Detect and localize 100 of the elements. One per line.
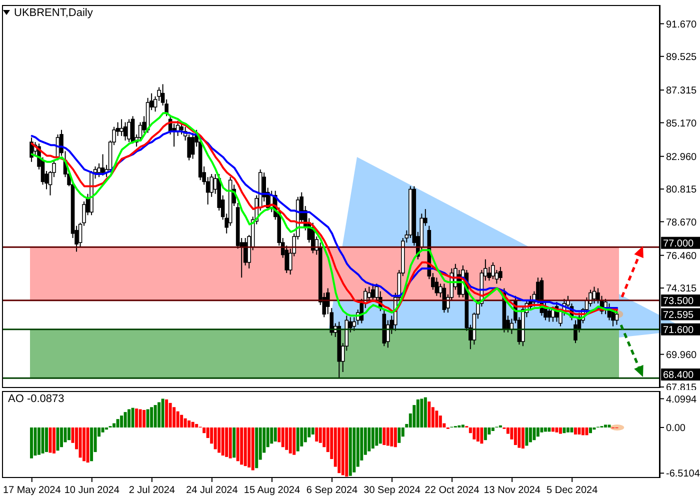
bar (581, 427, 584, 436)
bar (574, 427, 577, 434)
bar (116, 419, 120, 428)
candlestick (100, 154, 105, 176)
bar (78, 427, 82, 458)
bar (285, 427, 288, 450)
y-tick-label: 0.00 (666, 423, 686, 434)
ref-line-label: 73.500 (663, 296, 694, 308)
bar (218, 427, 221, 453)
bar (536, 427, 540, 437)
x-tick-label: 10 Jun 2024 (64, 485, 120, 496)
bar (348, 427, 352, 476)
bar (161, 398, 164, 428)
candlestick (370, 283, 375, 301)
bar (251, 427, 254, 470)
candlestick (97, 162, 101, 178)
bar (304, 427, 307, 442)
bar (480, 427, 484, 444)
x-tick-label: 17 May 2024 (2, 485, 62, 496)
bar (382, 427, 386, 446)
candlestick (120, 118, 124, 136)
bar (525, 427, 528, 446)
bar (484, 427, 487, 440)
bar (274, 427, 277, 442)
bar (532, 427, 536, 440)
y-tick-label: 78.670 (666, 217, 698, 228)
bar (420, 398, 424, 428)
y-tick-label: 4.0994 (666, 394, 698, 406)
bar (428, 402, 431, 428)
bar (82, 427, 86, 462)
bar (341, 427, 344, 476)
bar (90, 427, 94, 462)
bar (378, 427, 382, 444)
bar (191, 422, 194, 428)
bar (491, 427, 494, 431)
bar (551, 427, 554, 432)
bar (45, 427, 48, 452)
bar (345, 427, 348, 477)
bar (578, 427, 581, 434)
bar (68, 427, 71, 440)
candlestick (123, 122, 128, 142)
y-tick-label: 80.815 (666, 184, 698, 196)
bar (315, 427, 318, 442)
bar (588, 427, 592, 434)
candlestick (127, 118, 131, 143)
bar (150, 407, 154, 428)
bar (165, 399, 168, 428)
bar (540, 427, 544, 432)
bar (461, 424, 464, 428)
bar (281, 427, 284, 448)
bar (60, 427, 64, 448)
bar (38, 427, 41, 455)
bar (168, 402, 172, 428)
bar (225, 427, 228, 457)
bar (120, 416, 124, 428)
bar (236, 427, 240, 462)
bar (270, 427, 274, 444)
bar (608, 424, 611, 428)
bar (221, 427, 224, 456)
bar (138, 409, 142, 428)
candlestick (367, 286, 372, 302)
bar (86, 427, 90, 463)
bar (562, 427, 566, 434)
y-tick-label: -6.5104 (666, 468, 700, 480)
bar (518, 427, 521, 448)
bar (521, 427, 524, 449)
bar (255, 427, 258, 468)
bar (292, 427, 296, 455)
candlestick (592, 286, 596, 304)
bar (240, 427, 244, 465)
bar (30, 427, 33, 458)
y-tick-label: 91.670 (666, 19, 698, 30)
bar (52, 427, 56, 454)
candlestick (190, 132, 195, 160)
bar (566, 427, 570, 432)
bar (188, 420, 191, 428)
ref-line-label: 71.600 (663, 324, 694, 336)
y-tick-label: 89.525 (666, 52, 698, 63)
bar (338, 427, 341, 474)
chart-title: UKBRENT,Daily (14, 7, 93, 20)
ref-line-label: 68.400 (663, 370, 694, 382)
candlestick (434, 277, 439, 296)
bar (112, 423, 116, 428)
bar (288, 427, 292, 454)
bar (394, 427, 397, 448)
bar (244, 427, 247, 466)
bar (184, 418, 187, 428)
candlestick (491, 262, 495, 280)
bar (105, 427, 108, 430)
bar (570, 427, 574, 432)
x-tick-label: 2 Jul 2024 (128, 485, 176, 496)
bar (56, 427, 60, 451)
bar (558, 427, 562, 434)
bar (476, 427, 480, 442)
bar (248, 427, 251, 468)
bar (176, 411, 180, 428)
bar (232, 427, 236, 458)
bar (528, 427, 532, 442)
x-tick-label: 24 Jul 2024 (186, 485, 238, 496)
text: 72.595 (663, 310, 694, 321)
